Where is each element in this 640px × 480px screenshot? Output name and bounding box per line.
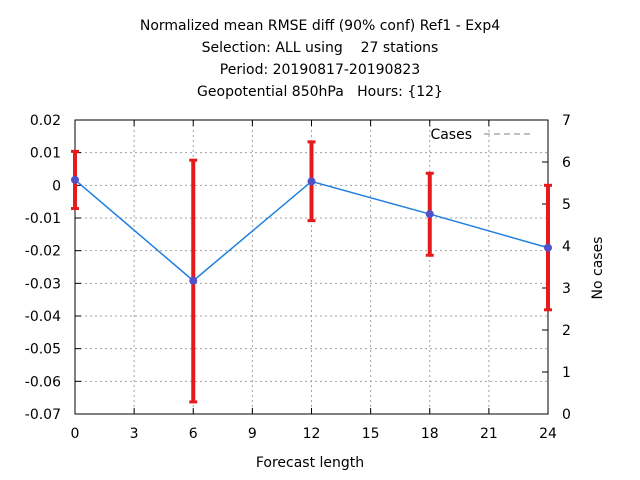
x-tick-label: 15 xyxy=(362,426,380,442)
y2-tick-label: 5 xyxy=(562,197,571,213)
chart-title-line-3: Period: 20190817-20190823 xyxy=(219,62,421,78)
data-point xyxy=(544,243,552,252)
x-tick-label: 21 xyxy=(480,426,498,442)
y2-tick-label: 3 xyxy=(562,281,571,297)
y-tick-label: -0.04 xyxy=(25,309,61,325)
y2-tick-label: 2 xyxy=(562,323,571,339)
x-tick-label: 12 xyxy=(303,426,321,442)
y2-tick-label: 6 xyxy=(562,155,571,171)
y-tick-label: -0.03 xyxy=(25,276,61,292)
chart-title-line-4: Geopotential 850hPa Hours: {12} xyxy=(197,84,443,100)
y-tick-label: -0.01 xyxy=(25,211,61,227)
y-tick-label: -0.07 xyxy=(25,407,61,423)
x-tick-label: 18 xyxy=(421,426,439,442)
x-axis-label: Forecast length xyxy=(255,455,365,471)
x-tick-label: 6 xyxy=(189,426,198,442)
y2-tick-label: 1 xyxy=(562,365,571,381)
y-tick-label: 0.02 xyxy=(30,113,61,129)
y2-tick-label: 4 xyxy=(562,239,571,255)
data-point xyxy=(425,210,434,219)
y2-tick-label: 0 xyxy=(562,407,571,423)
data-point xyxy=(307,177,316,186)
y2-axis-label: No cases xyxy=(590,236,606,300)
y-tick-label: -0.06 xyxy=(25,374,61,390)
x-tick-label: 24 xyxy=(539,426,557,442)
y2-tick-label: 7 xyxy=(562,113,571,129)
data-point xyxy=(189,276,198,285)
x-tick-label: 9 xyxy=(248,426,257,442)
y-tick-label: 0 xyxy=(52,178,61,194)
chart-title-line-1: Normalized mean RMSE diff (90% conf) Ref… xyxy=(139,18,501,34)
chart-title-line-2: Selection: ALL using 27 stations xyxy=(201,40,439,56)
x-tick-label: 3 xyxy=(130,426,139,442)
x-tick-label: 0 xyxy=(71,426,80,442)
y-tick-label: -0.02 xyxy=(25,244,61,260)
y-tick-label: -0.05 xyxy=(25,342,61,358)
legend-label-cases: Cases xyxy=(430,127,472,143)
y-tick-label: 0.01 xyxy=(30,146,61,162)
data-point xyxy=(71,175,79,184)
